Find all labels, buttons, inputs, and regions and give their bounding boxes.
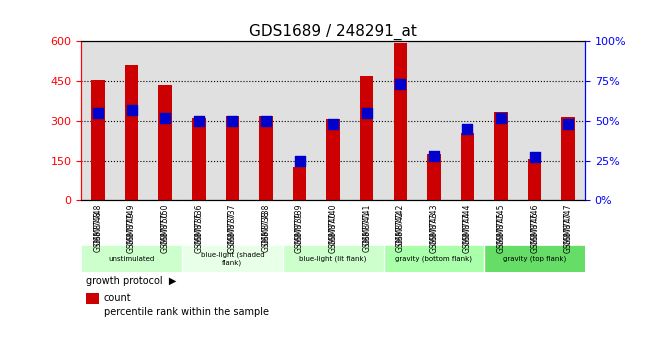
Bar xyxy=(259,116,273,200)
Text: growth protocol  ▶: growth protocol ▶ xyxy=(86,276,177,286)
Point xyxy=(261,118,271,124)
Text: GSM87746: GSM87746 xyxy=(530,204,539,245)
Bar xyxy=(528,159,541,200)
Point xyxy=(462,126,473,131)
Text: GSM87745: GSM87745 xyxy=(497,211,506,253)
Bar xyxy=(192,118,205,200)
Text: GSM87747: GSM87747 xyxy=(564,204,573,245)
FancyBboxPatch shape xyxy=(81,245,182,273)
Point xyxy=(160,115,170,120)
Text: GSM87743: GSM87743 xyxy=(430,211,438,253)
Bar xyxy=(495,111,508,200)
Text: count: count xyxy=(104,293,131,303)
Bar xyxy=(360,76,373,200)
Text: blue-light (shaded
flank): blue-light (shaded flank) xyxy=(201,252,264,266)
Text: GSM87743: GSM87743 xyxy=(430,204,438,245)
Point xyxy=(126,107,137,112)
Bar xyxy=(562,117,575,200)
Point xyxy=(93,110,103,116)
Text: GSM87740: GSM87740 xyxy=(329,204,337,245)
Text: gravity (top flank): gravity (top flank) xyxy=(503,255,566,262)
Bar xyxy=(394,43,407,200)
Text: GSM87738: GSM87738 xyxy=(261,204,270,245)
Text: GSM87738: GSM87738 xyxy=(261,211,270,253)
Point xyxy=(294,158,305,163)
Text: GSM87744: GSM87744 xyxy=(463,211,472,253)
Text: GSM87748: GSM87748 xyxy=(94,204,103,245)
Text: GSM87747: GSM87747 xyxy=(564,211,573,253)
FancyBboxPatch shape xyxy=(384,245,484,273)
Bar xyxy=(292,167,306,200)
Point xyxy=(395,81,406,87)
Text: GSM87736: GSM87736 xyxy=(194,211,203,253)
Text: GSM87740: GSM87740 xyxy=(329,211,337,253)
Bar xyxy=(226,116,239,200)
Title: GDS1689 / 248291_at: GDS1689 / 248291_at xyxy=(249,24,417,40)
FancyBboxPatch shape xyxy=(182,245,283,273)
Text: GSM87741: GSM87741 xyxy=(362,211,371,253)
Text: percentile rank within the sample: percentile rank within the sample xyxy=(104,307,269,317)
Text: GSM87739: GSM87739 xyxy=(295,204,304,245)
Text: GSM87749: GSM87749 xyxy=(127,211,136,253)
Point xyxy=(328,121,338,127)
Point xyxy=(227,118,238,124)
Text: GSM87741: GSM87741 xyxy=(362,204,371,245)
Bar xyxy=(86,307,99,317)
Bar xyxy=(159,85,172,200)
Point xyxy=(194,118,204,124)
Text: blue-light (lit flank): blue-light (lit flank) xyxy=(300,255,367,262)
Text: GSM87744: GSM87744 xyxy=(463,204,472,245)
Text: GSM87737: GSM87737 xyxy=(228,204,237,245)
Text: GSM87739: GSM87739 xyxy=(295,211,304,253)
Point xyxy=(429,153,439,158)
Text: GSM87749: GSM87749 xyxy=(127,204,136,245)
Bar xyxy=(125,65,138,200)
Text: GSM87742: GSM87742 xyxy=(396,204,405,245)
Text: unstimulated: unstimulated xyxy=(109,256,155,262)
Text: GSM87742: GSM87742 xyxy=(396,211,405,253)
Bar xyxy=(427,154,441,200)
Point xyxy=(496,115,506,120)
Text: GSM87748: GSM87748 xyxy=(94,211,103,253)
Text: GSM87750: GSM87750 xyxy=(161,204,170,245)
Text: GSM87746: GSM87746 xyxy=(530,211,539,253)
Bar xyxy=(86,293,99,304)
Bar xyxy=(461,133,474,200)
Text: GSM87750: GSM87750 xyxy=(161,211,170,253)
Bar xyxy=(326,119,340,200)
Point xyxy=(361,110,372,116)
FancyBboxPatch shape xyxy=(283,245,384,273)
Bar xyxy=(91,80,105,200)
Point xyxy=(529,155,539,160)
Text: GSM87745: GSM87745 xyxy=(497,204,506,245)
Text: GSM87737: GSM87737 xyxy=(228,211,237,253)
Text: gravity (bottom flank): gravity (bottom flank) xyxy=(395,255,473,262)
Text: GSM87736: GSM87736 xyxy=(194,204,203,245)
FancyBboxPatch shape xyxy=(484,245,585,273)
Point xyxy=(563,121,573,127)
